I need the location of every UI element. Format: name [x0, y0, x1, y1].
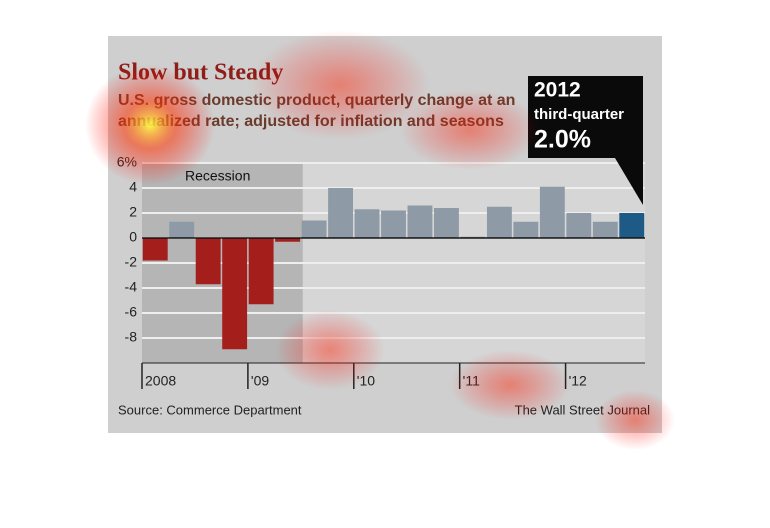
bar	[486, 206, 512, 238]
y-tick-label: 4	[129, 179, 137, 195]
bar	[539, 186, 565, 238]
bar	[275, 238, 301, 242]
bar	[328, 188, 353, 238]
x-tick-label: 2008	[145, 373, 176, 389]
bar	[169, 221, 195, 238]
bar	[222, 238, 248, 350]
bar	[592, 221, 618, 238]
y-tick-label: -4	[125, 279, 138, 295]
annotation-value: 2.0%	[534, 126, 591, 154]
annotation-box	[528, 76, 643, 158]
bar	[195, 238, 221, 285]
y-tick-label: -2	[125, 254, 138, 270]
y-tick-label: 6%	[117, 154, 137, 170]
annotation-year: 2012	[534, 79, 581, 102]
y-tick-label: -6	[125, 304, 138, 320]
x-tick-label: '11	[463, 373, 480, 389]
bar	[142, 238, 168, 261]
bar	[381, 210, 406, 238]
bar	[513, 221, 539, 238]
chart-subtitle: U.S. gross domestic product, quarterly c…	[118, 92, 516, 130]
plot: Recession -8 -6 -4 -2 0 2 4 6% 2008 '09 '10 '11 '12	[117, 154, 645, 389]
bar	[301, 220, 327, 238]
subtitle-box: U.S. gross domestic product, quarterly c…	[118, 92, 516, 130]
bar	[566, 213, 592, 238]
y-tick-label: -8	[125, 329, 138, 345]
x-tick-label: '09	[251, 373, 269, 389]
bar	[248, 238, 274, 305]
shade-label: Recession	[185, 168, 250, 184]
annotation-label: third-quarter	[534, 106, 624, 123]
bar	[434, 208, 459, 238]
chart-title: Slow but Steady	[118, 60, 283, 86]
bar	[354, 209, 380, 238]
bar	[407, 205, 433, 238]
source: Source: Commerce Department	[118, 402, 302, 417]
y-tick-label: 2	[129, 204, 137, 220]
x-tick-label: '12	[569, 373, 587, 389]
y-tick-label: 0	[129, 229, 137, 245]
x-tick-label: '10	[357, 373, 375, 389]
credit: The Wall Street Journal	[515, 402, 650, 417]
annotation-pointer	[615, 158, 643, 205]
bar	[619, 213, 645, 238]
